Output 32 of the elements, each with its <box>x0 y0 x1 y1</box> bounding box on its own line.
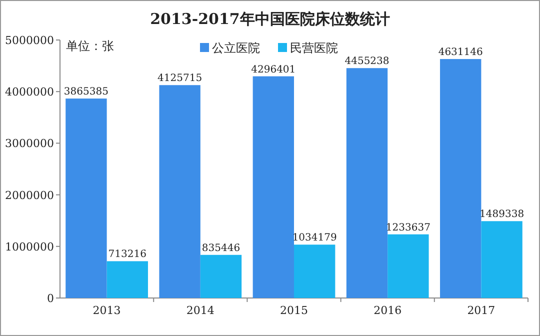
legend-label: 民营医院 <box>290 41 338 55</box>
x-tick-label: 2014 <box>186 304 214 317</box>
x-tick-label: 2015 <box>280 304 308 317</box>
legend-label: 公立医院 <box>212 41 260 55</box>
data-label: 3865385 <box>64 86 108 98</box>
data-label: 4125715 <box>158 73 202 84</box>
x-tick-label: 2017 <box>467 304 496 317</box>
y-tick-label: 2000000 <box>5 188 54 202</box>
bar <box>346 68 388 298</box>
data-label: 713216 <box>108 249 146 260</box>
bar <box>388 234 429 298</box>
chart-title: 2013-2017年中国医院床位数统计 <box>150 10 390 28</box>
annotation: 单位：张 <box>66 39 114 53</box>
data-label: 4296401 <box>251 64 296 76</box>
bar <box>252 76 294 298</box>
y-tick-label: 5000000 <box>5 34 54 47</box>
x-tick-label: 2016 <box>374 304 402 317</box>
y-tick-label: 1000000 <box>5 240 54 254</box>
bar <box>481 221 522 298</box>
bar <box>106 261 148 298</box>
bar <box>66 98 107 298</box>
bar <box>159 85 200 298</box>
bar <box>200 254 242 298</box>
data-label: 835446 <box>202 242 240 254</box>
bar <box>440 59 482 298</box>
data-label: 4631146 <box>438 47 483 58</box>
x-tick-label: 2013 <box>92 304 121 317</box>
bar <box>294 244 336 298</box>
y-tick-label: 0 <box>47 292 54 305</box>
y-tick-label: 4000000 <box>5 86 54 99</box>
y-tick-label: 3000000 <box>5 137 54 150</box>
data-label: 4455238 <box>344 56 390 68</box>
